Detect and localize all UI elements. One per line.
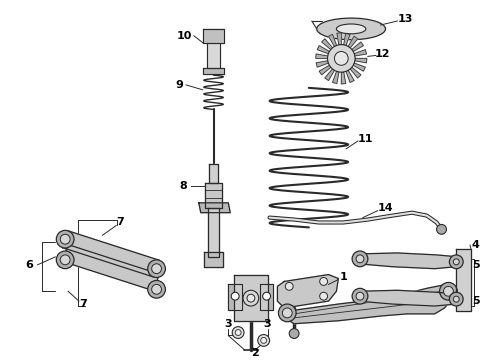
Polygon shape — [209, 163, 219, 183]
Polygon shape — [207, 43, 220, 68]
Circle shape — [319, 292, 327, 300]
Text: 7: 7 — [116, 217, 124, 228]
Circle shape — [232, 327, 244, 338]
Text: 3: 3 — [264, 319, 271, 329]
Polygon shape — [358, 253, 458, 269]
Circle shape — [356, 255, 364, 263]
Circle shape — [247, 294, 255, 302]
Polygon shape — [234, 275, 268, 321]
Polygon shape — [342, 72, 346, 84]
Polygon shape — [350, 67, 361, 78]
Circle shape — [289, 329, 299, 338]
Circle shape — [261, 337, 267, 343]
Circle shape — [356, 292, 364, 300]
Text: 14: 14 — [378, 203, 393, 213]
Text: 10: 10 — [176, 31, 192, 41]
Circle shape — [285, 283, 293, 290]
Polygon shape — [204, 252, 223, 267]
Circle shape — [235, 330, 241, 336]
Polygon shape — [348, 36, 358, 48]
Circle shape — [352, 251, 368, 267]
Circle shape — [437, 224, 446, 234]
Circle shape — [352, 288, 368, 304]
Text: 11: 11 — [358, 134, 373, 144]
Circle shape — [453, 259, 459, 265]
Circle shape — [443, 286, 453, 296]
Polygon shape — [352, 42, 364, 51]
Circle shape — [151, 264, 162, 274]
Polygon shape — [333, 71, 339, 84]
Circle shape — [327, 45, 355, 72]
Ellipse shape — [317, 18, 386, 40]
Text: 5: 5 — [472, 296, 480, 306]
Text: 2: 2 — [251, 348, 259, 358]
Circle shape — [263, 292, 270, 300]
Text: 9: 9 — [175, 80, 183, 90]
Circle shape — [60, 234, 70, 244]
Polygon shape — [228, 284, 242, 310]
Text: 12: 12 — [375, 49, 391, 59]
Text: 5: 5 — [472, 260, 480, 270]
Polygon shape — [353, 63, 366, 71]
Polygon shape — [346, 70, 354, 82]
Circle shape — [278, 304, 296, 322]
Circle shape — [56, 230, 74, 248]
Polygon shape — [337, 33, 342, 45]
Polygon shape — [284, 284, 456, 324]
Polygon shape — [358, 290, 458, 306]
Text: 6: 6 — [25, 260, 33, 270]
Polygon shape — [203, 68, 224, 74]
Polygon shape — [316, 61, 328, 67]
Circle shape — [440, 283, 457, 300]
Polygon shape — [325, 69, 334, 81]
Text: 4: 4 — [472, 240, 480, 250]
Polygon shape — [203, 29, 224, 43]
Polygon shape — [343, 33, 350, 45]
Circle shape — [453, 296, 459, 302]
Circle shape — [147, 280, 166, 298]
Polygon shape — [260, 284, 273, 310]
Polygon shape — [322, 39, 332, 50]
Circle shape — [449, 255, 463, 269]
Polygon shape — [208, 208, 220, 257]
Circle shape — [449, 292, 463, 306]
Circle shape — [147, 260, 166, 278]
Polygon shape — [355, 58, 367, 63]
Polygon shape — [316, 54, 328, 58]
Circle shape — [231, 292, 239, 300]
Circle shape — [258, 334, 270, 346]
Circle shape — [334, 51, 348, 65]
Polygon shape — [199, 203, 230, 213]
Text: 1: 1 — [340, 271, 347, 282]
Circle shape — [243, 290, 259, 306]
Ellipse shape — [337, 24, 366, 34]
Circle shape — [282, 308, 292, 318]
Polygon shape — [205, 183, 222, 208]
Circle shape — [151, 284, 162, 294]
Text: 13: 13 — [397, 14, 413, 24]
Polygon shape — [62, 244, 159, 291]
Polygon shape — [277, 275, 339, 308]
Polygon shape — [319, 65, 331, 75]
Text: 3: 3 — [224, 319, 232, 329]
Text: 7: 7 — [79, 299, 87, 309]
Polygon shape — [354, 50, 367, 56]
Polygon shape — [318, 46, 329, 54]
Circle shape — [60, 255, 70, 265]
Circle shape — [56, 251, 74, 269]
Circle shape — [319, 278, 327, 285]
Text: 8: 8 — [179, 181, 187, 191]
Polygon shape — [62, 231, 159, 277]
Polygon shape — [328, 34, 337, 46]
Polygon shape — [456, 249, 471, 311]
